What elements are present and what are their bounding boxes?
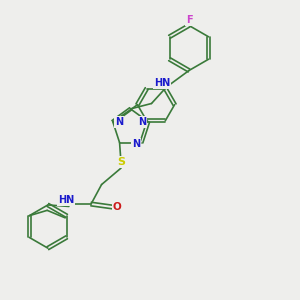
- Text: N: N: [138, 117, 146, 127]
- Text: O: O: [113, 202, 122, 212]
- Text: HN: HN: [154, 78, 170, 88]
- Text: S: S: [117, 157, 125, 167]
- Text: N: N: [132, 139, 140, 149]
- Text: N: N: [115, 117, 123, 127]
- Text: HN: HN: [58, 195, 74, 206]
- Text: F: F: [186, 15, 192, 25]
